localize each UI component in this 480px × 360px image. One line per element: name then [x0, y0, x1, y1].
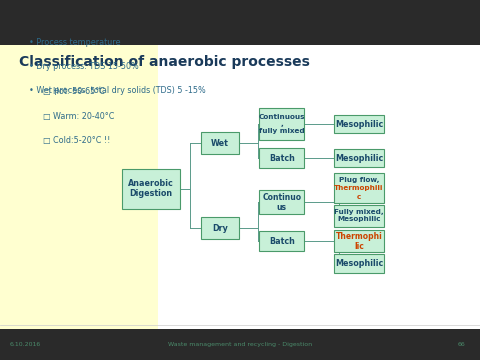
Bar	[0, 45, 480, 329]
Text: c: c	[357, 194, 361, 200]
FancyBboxPatch shape	[334, 174, 384, 203]
Text: Wet: Wet	[211, 139, 229, 148]
Text: Fully mixed,
Mesophilic: Fully mixed, Mesophilic	[334, 209, 384, 222]
Text: Plug flow,: Plug flow,	[339, 177, 379, 183]
Text: • Wet process: total dry solids (TDS) 5 -15%: • Wet process: total dry solids (TDS) 5 …	[29, 86, 205, 95]
Text: • Process temperature: • Process temperature	[29, 38, 120, 47]
Text: 6.10.2016: 6.10.2016	[10, 342, 41, 347]
Bar	[0, 45, 158, 329]
Text: □ Cold:5-20°C !!: □ Cold:5-20°C !!	[43, 136, 110, 145]
FancyBboxPatch shape	[259, 148, 304, 168]
FancyBboxPatch shape	[334, 204, 384, 227]
Text: Thermophili: Thermophili	[335, 185, 384, 192]
Text: □ Hot: 50-65°C: □ Hot: 50-65°C	[43, 87, 105, 96]
FancyBboxPatch shape	[334, 254, 384, 273]
Text: Mesophilic: Mesophilic	[335, 259, 383, 268]
FancyBboxPatch shape	[334, 230, 384, 252]
Text: □ Warm: 20-40°C: □ Warm: 20-40°C	[43, 112, 115, 121]
Text: Thermophi
lic: Thermophi lic	[336, 231, 383, 251]
FancyBboxPatch shape	[334, 115, 384, 133]
FancyBboxPatch shape	[259, 231, 304, 251]
Text: • Dry process: TDS 15-50%: • Dry process: TDS 15-50%	[29, 62, 139, 71]
FancyBboxPatch shape	[334, 149, 384, 167]
Text: Continuous
,
fully mixed: Continuous , fully mixed	[259, 114, 305, 134]
Text: Mesophilic: Mesophilic	[335, 120, 383, 129]
Text: Anaerobic
Digestion: Anaerobic Digestion	[128, 179, 174, 198]
FancyBboxPatch shape	[122, 168, 180, 208]
Text: Waste management and recycling - Digestion: Waste management and recycling - Digesti…	[168, 342, 312, 347]
FancyBboxPatch shape	[201, 132, 239, 154]
Text: Continuo
us: Continuo us	[262, 193, 301, 212]
Text: Batch: Batch	[269, 154, 295, 163]
Text: Batch: Batch	[269, 237, 295, 246]
FancyBboxPatch shape	[259, 190, 304, 214]
Text: Mesophilic: Mesophilic	[335, 154, 383, 163]
FancyBboxPatch shape	[201, 217, 239, 239]
Text: 66: 66	[458, 342, 466, 347]
Text: Classification of anaerobic processes: Classification of anaerobic processes	[19, 55, 310, 69]
FancyBboxPatch shape	[259, 108, 304, 140]
Text: Dry: Dry	[212, 224, 228, 233]
